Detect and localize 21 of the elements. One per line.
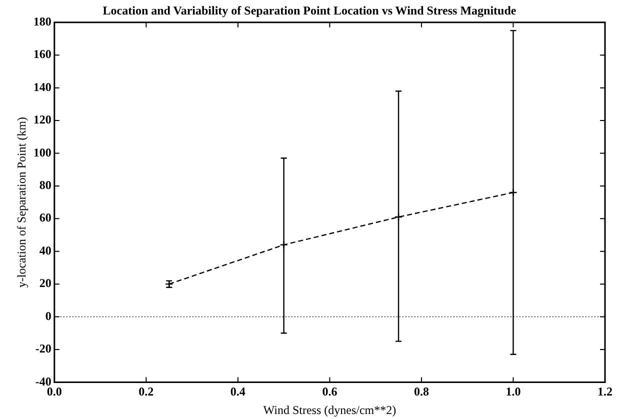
y-axis-title: y-location of Separation Point (km) xyxy=(14,116,28,288)
y-tick-label: 20 xyxy=(39,276,52,290)
y-tick-label: 160 xyxy=(33,47,52,62)
x-tick-label: 1.0 xyxy=(506,384,521,398)
x-tick-label: 0.8 xyxy=(414,384,429,398)
chart-title: Location and Variability of Separation Point Location vs Wind Stress Magnitude xyxy=(102,3,517,18)
x-tick-label: 0.2 xyxy=(138,384,154,398)
y-tick-label: 0 xyxy=(45,308,52,323)
y-tick-label: 40 xyxy=(39,243,52,258)
x-tick-label: 0.4 xyxy=(230,384,246,398)
y-tick-label: 140 xyxy=(33,80,52,94)
y-tick-label: -40 xyxy=(35,374,52,388)
y-tick-label: 120 xyxy=(33,112,52,127)
x-axis-title: Wind Stress (dynes/cm**2) xyxy=(263,402,396,417)
y-tick-label: 180 xyxy=(33,14,52,28)
y-tick-label: 80 xyxy=(39,178,52,192)
y-tick-label: 60 xyxy=(39,210,52,225)
y-tick-label: 100 xyxy=(33,145,52,160)
x-tick-label: 0.6 xyxy=(322,384,338,398)
y-tick-label: -20 xyxy=(35,342,52,356)
x-tick-label: 1.2 xyxy=(598,384,612,398)
